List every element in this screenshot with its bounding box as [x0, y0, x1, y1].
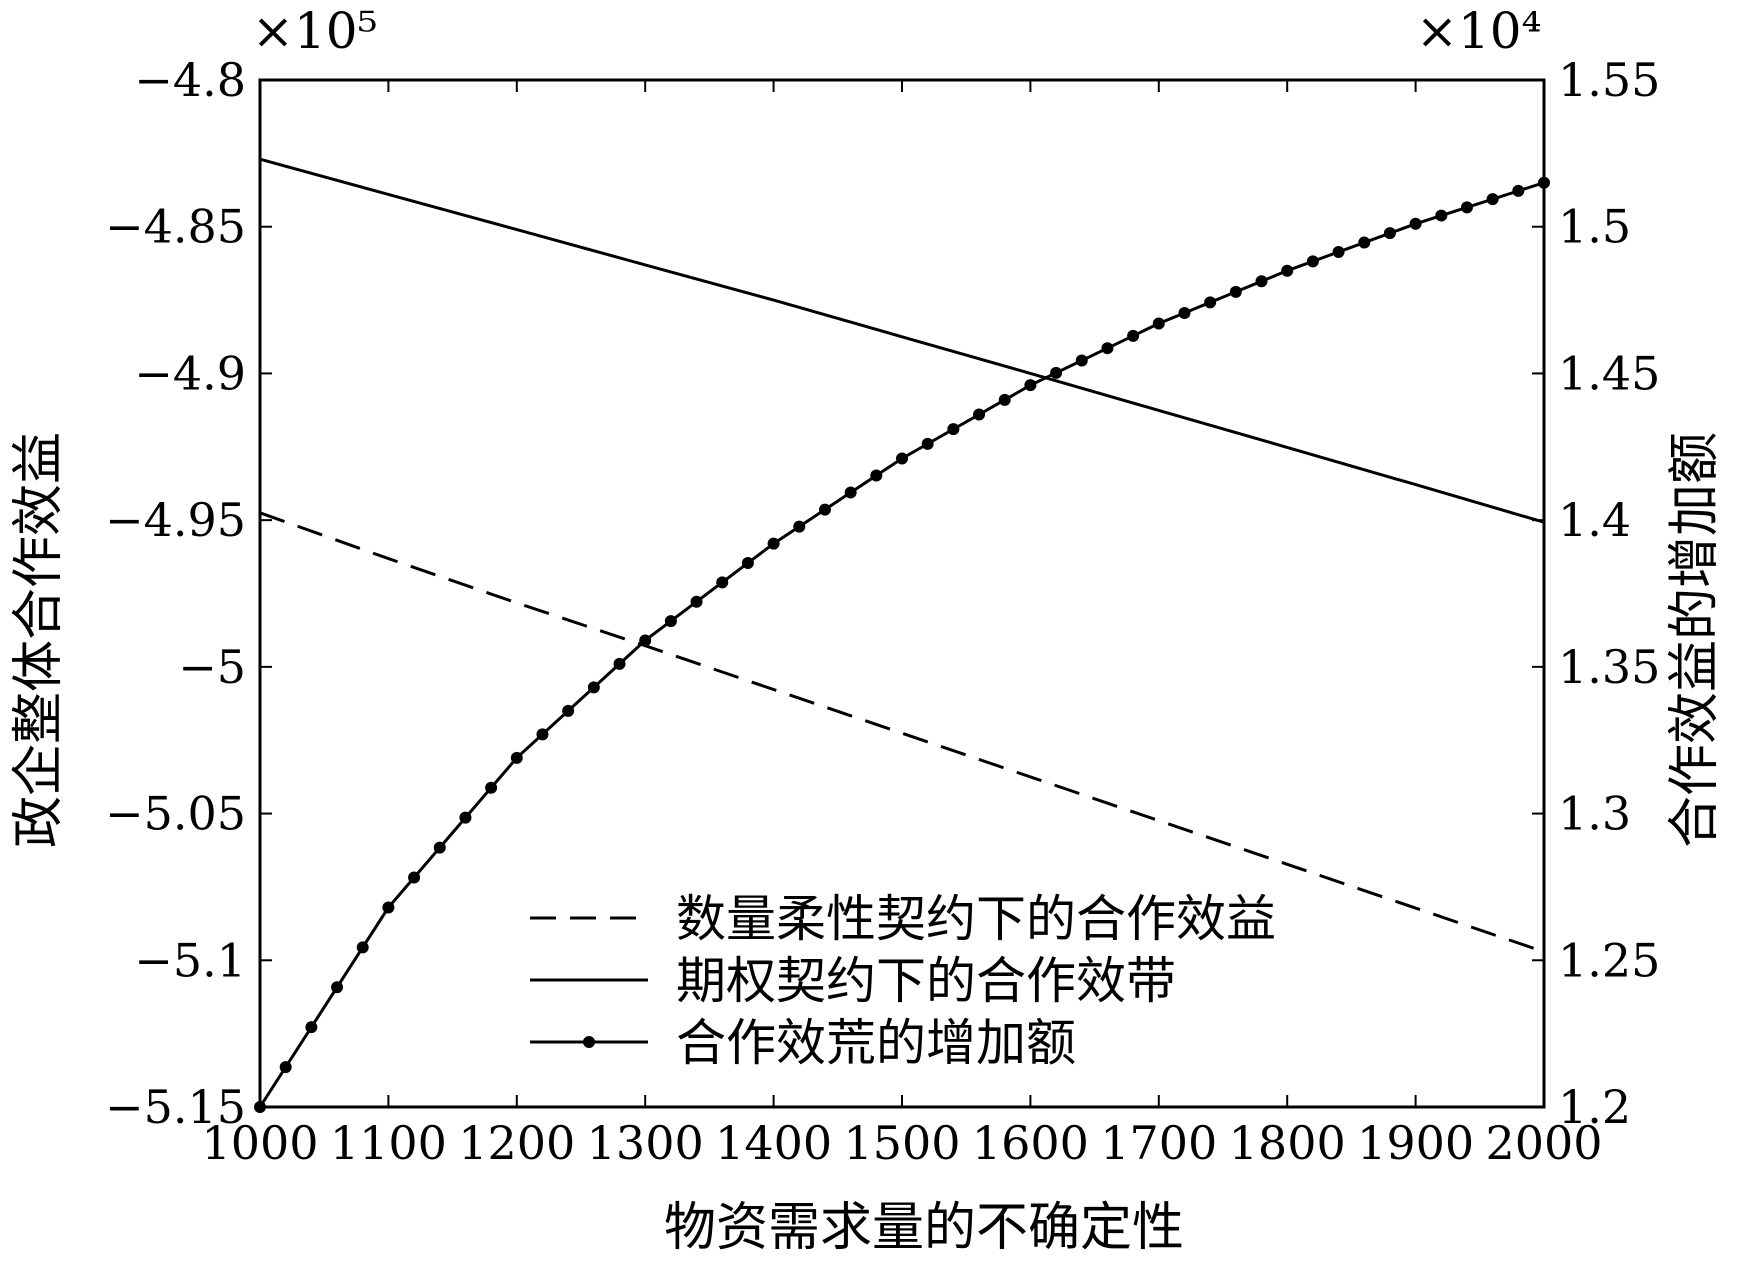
- right-axis-multiplier: ×10⁴: [1416, 2, 1542, 60]
- series-benefit-increase-point: [1204, 296, 1217, 309]
- x-tick-label: 1500: [843, 1116, 960, 1170]
- x-axis-label: 物资需求量的不确定性: [664, 1198, 1184, 1258]
- legend-swatch-marker: [583, 1036, 595, 1048]
- left-y-tick-label: −4.8: [134, 53, 246, 107]
- legend-label-quantity-flexibility: 数量柔性契约下的合作效益: [676, 890, 1276, 948]
- right-y-tick-label: 1.5: [1558, 200, 1631, 254]
- series-quantity-flexibility-line: [259, 511, 1545, 954]
- x-tick-label: 1000: [201, 1116, 318, 1170]
- legend-label-benefit-increase: 合作效荒的增加额: [676, 1014, 1076, 1072]
- x-tick-label: 1700: [1100, 1116, 1217, 1170]
- series-benefit-increase-point: [433, 841, 446, 854]
- series-benefit-increase-point: [1229, 285, 1242, 298]
- series-benefit-increase-point: [947, 423, 960, 436]
- left-y-tick-label: −5.15: [105, 1080, 246, 1134]
- series-benefit-increase-point: [1281, 264, 1294, 277]
- series-benefit-increase-point: [459, 811, 472, 824]
- series-benefit-increase-point: [485, 781, 498, 794]
- series-benefit-increase-point: [1332, 245, 1345, 258]
- right-y-tick-label: 1.4: [1558, 493, 1631, 547]
- series-benefit-increase-point: [1306, 255, 1319, 268]
- left-y-tick-label: −4.85: [105, 200, 246, 254]
- series-benefit-increase-point: [305, 1021, 318, 1034]
- series-benefit-increase-point: [536, 728, 549, 741]
- series-benefit-increase-point: [767, 537, 780, 550]
- left-y-tick-label: −4.9: [134, 346, 246, 400]
- series-benefit-increase-point: [716, 576, 729, 589]
- series-benefit-increase-point: [921, 437, 934, 450]
- x-tick-label: 1600: [972, 1116, 1089, 1170]
- series-benefit-increase-point: [1435, 209, 1448, 222]
- series-benefit-increase-point: [382, 901, 395, 914]
- series-layer: [254, 157, 1550, 1113]
- series-benefit-increase-point: [1101, 342, 1114, 355]
- series-benefit-increase-point: [1075, 354, 1088, 367]
- series-benefit-increase-point: [1127, 329, 1140, 342]
- series-benefit-increase-point: [793, 520, 806, 533]
- series-benefit-increase-point: [1512, 184, 1525, 197]
- left-y-tick-label: −5.1: [134, 933, 246, 987]
- right-y-tick-label: 1.45: [1558, 346, 1660, 400]
- series-benefit-increase-point: [510, 751, 523, 764]
- left-y-tick-label: −5: [178, 640, 246, 694]
- left-y-tick-label: −4.95: [105, 493, 246, 547]
- series-benefit-increase-point: [1460, 201, 1473, 214]
- right-y-axis-label: 合作效益的增加额: [1665, 432, 1725, 848]
- series-benefit-increase-point: [1409, 217, 1422, 230]
- left-y-axis-ticks: −4.8 −4.85 −4.9 −4.95 −5 −5.05 −5.1 −5.15: [105, 53, 272, 1134]
- right-y-tick-label: 1.2: [1558, 1080, 1631, 1134]
- legend-label-option-contract: 期权契约下的合作效带: [676, 952, 1176, 1010]
- x-tick-label: 1900: [1357, 1116, 1474, 1170]
- series-benefit-increase-point: [896, 452, 908, 465]
- series-benefit-increase-point: [973, 408, 986, 421]
- series-benefit-increase-point: [408, 871, 421, 884]
- series-benefit-increase-point: [1024, 379, 1037, 392]
- series-benefit-increase-point: [587, 681, 600, 694]
- series-benefit-increase-point: [818, 503, 831, 516]
- series-benefit-increase-point: [254, 1101, 266, 1113]
- right-y-axis-ticks: 1.55 1.5 1.45 1.4 1.35 1.3 1.25 1.2: [1532, 53, 1660, 1134]
- series-benefit-increase-point: [1178, 306, 1191, 319]
- left-y-axis-label: 政企整体合作效益: [9, 432, 69, 848]
- series-benefit-increase-point: [562, 704, 575, 717]
- x-tick-label: 1800: [1229, 1116, 1346, 1170]
- series-benefit-increase-point: [639, 634, 652, 647]
- series-benefit-increase-point: [1383, 227, 1396, 240]
- left-y-tick-label: −5.05: [105, 787, 246, 841]
- series-benefit-increase-point: [690, 595, 703, 608]
- series-benefit-increase-point: [331, 981, 344, 994]
- x-tick-label: 1200: [458, 1116, 575, 1170]
- series-benefit-increase-point: [356, 941, 369, 954]
- series-benefit-increase-point: [870, 469, 883, 482]
- series-benefit-increase-point: [741, 556, 754, 569]
- x-tick-label: 2000: [1485, 1116, 1602, 1170]
- series-benefit-increase-point: [279, 1061, 292, 1074]
- series-benefit-increase-point: [613, 657, 626, 670]
- series-benefit-increase-point: [998, 393, 1011, 406]
- right-y-tick-label: 1.3: [1558, 787, 1631, 841]
- series-benefit-increase-point: [1255, 275, 1268, 288]
- right-y-tick-label: 1.55: [1558, 53, 1660, 107]
- x-axis-ticks: 1000 1100 1200 1300 1400 1500 1600 1700 1800 1900…: [201, 80, 1603, 1170]
- series-benefit-increase-point: [1050, 366, 1063, 379]
- series-benefit-increase-point: [1358, 236, 1371, 249]
- x-tick-label: 1400: [715, 1116, 832, 1170]
- legend: 数量柔性契约下的合作效益 期权契约下的合作效带 合作效荒的增加额: [530, 890, 1276, 1072]
- series-benefit-increase-point: [1538, 176, 1550, 189]
- right-y-tick-label: 1.25: [1558, 933, 1660, 987]
- series-benefit-increase-point: [1152, 317, 1165, 330]
- x-tick-label: 1300: [587, 1116, 704, 1170]
- series-benefit-increase-point: [664, 615, 677, 628]
- series-benefit-increase-point: [844, 486, 857, 499]
- series-option-contract-line: [259, 157, 1545, 524]
- right-y-tick-label: 1.35: [1558, 640, 1660, 694]
- left-axis-multiplier: ×10⁵: [252, 2, 378, 60]
- x-tick-label: 1100: [330, 1116, 447, 1170]
- series-benefit-increase-point: [1486, 193, 1499, 206]
